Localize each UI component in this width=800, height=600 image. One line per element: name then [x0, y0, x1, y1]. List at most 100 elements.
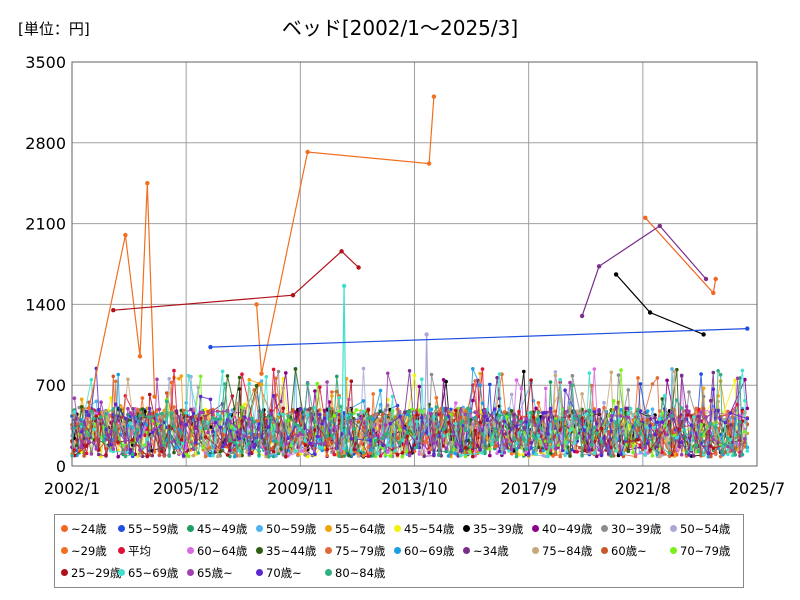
data-point: [79, 397, 84, 402]
data-point: [488, 447, 492, 451]
data-point: [662, 452, 667, 456]
legend-label: 65歳~: [197, 566, 233, 580]
legend-item: ~24歳: [61, 521, 107, 537]
data-point: [522, 369, 526, 374]
series-line: [74, 369, 743, 458]
peak-point: [657, 223, 662, 229]
data-point: [354, 408, 359, 412]
data-point: [548, 380, 553, 384]
data-point: [332, 452, 337, 457]
data-point: [687, 453, 691, 457]
data-point: [407, 409, 412, 414]
data-point: [232, 412, 237, 417]
data-point: [709, 454, 713, 459]
legend-item: 40~49歳: [532, 521, 592, 537]
data-point: [449, 450, 453, 454]
x-tick-label: 2005/12: [153, 479, 219, 498]
legend-label: 70~79歳: [680, 544, 731, 558]
data-point: [592, 410, 597, 414]
data-point: [211, 409, 215, 414]
legend-label: 60歳~: [611, 544, 647, 558]
data-point: [245, 450, 249, 454]
data-point: [524, 416, 528, 421]
data-point: [424, 430, 429, 435]
peak-point: [208, 344, 213, 350]
data-point: [320, 448, 325, 453]
data-point: [111, 447, 116, 451]
data-point: [342, 411, 346, 415]
data-point: [709, 444, 713, 448]
data-point: [675, 436, 679, 440]
data-point: [454, 401, 458, 405]
data-point: [446, 420, 451, 425]
data-point: [616, 423, 621, 428]
peak-spike: [341, 285, 345, 432]
data-point: [301, 440, 305, 445]
legend-marker: [187, 547, 194, 554]
data-point: [743, 436, 747, 441]
data-point: [242, 415, 247, 419]
legend-item: 60~64歳: [187, 543, 247, 559]
data-point: [247, 381, 252, 386]
data-point: [536, 401, 541, 405]
data-point: [670, 367, 674, 371]
data-point: [172, 424, 176, 429]
data-point: [660, 397, 665, 401]
data-point: [441, 378, 446, 382]
data-point: [232, 440, 237, 445]
data-point: [318, 412, 322, 417]
data-point: [645, 418, 650, 422]
data-point: [420, 415, 424, 420]
data-point: [247, 377, 252, 382]
data-point: [713, 444, 718, 448]
data-point: [403, 426, 407, 430]
data-point: [480, 401, 485, 406]
data-point: [177, 376, 181, 381]
data-point: [517, 409, 521, 414]
data-point: [123, 438, 128, 443]
data-point: [454, 441, 458, 446]
legend: ~24歳 55~59歳 45~49歳 50~59歳 55~64歳 45~54歳 35~39歳…: [54, 514, 744, 588]
data-point: [687, 390, 691, 394]
legend-label: 65~69歳: [128, 566, 179, 580]
data-point: [437, 453, 441, 458]
data-point: [235, 430, 239, 435]
data-point: [701, 406, 706, 411]
data-point: [507, 412, 512, 417]
data-point: [611, 399, 616, 403]
data-point: [497, 413, 502, 418]
data-point: [352, 427, 356, 431]
data-point: [89, 452, 94, 456]
data-point: [738, 420, 742, 424]
data-point: [432, 452, 436, 456]
data-point: [439, 414, 444, 418]
data-point: [553, 419, 558, 423]
legend-marker: [256, 525, 263, 532]
data-point: [126, 406, 130, 411]
legend-marker: [394, 525, 401, 532]
data-point: [371, 428, 376, 432]
data-point: [743, 377, 747, 382]
data-point: [679, 452, 684, 457]
data-point: [220, 444, 225, 449]
data-point: [298, 407, 303, 411]
legend-label: 75~79歳: [335, 544, 386, 558]
legend-marker: [325, 547, 332, 554]
legend-label: 35~44歳: [266, 544, 317, 558]
data-point: [228, 412, 232, 417]
data-point: [609, 418, 614, 423]
data-point: [213, 417, 218, 422]
data-point: [478, 420, 482, 425]
data-point: [405, 440, 410, 445]
series-24: [72, 369, 745, 459]
data-point: [524, 420, 528, 424]
data-point: [650, 454, 655, 458]
data-point: [575, 409, 579, 414]
data-point: [84, 409, 89, 414]
data-point: [361, 454, 366, 458]
legend-marker: [463, 547, 470, 554]
legend-marker: [325, 569, 332, 576]
data-point: [662, 393, 667, 398]
data-point: [638, 382, 643, 386]
data-point: [276, 449, 281, 453]
